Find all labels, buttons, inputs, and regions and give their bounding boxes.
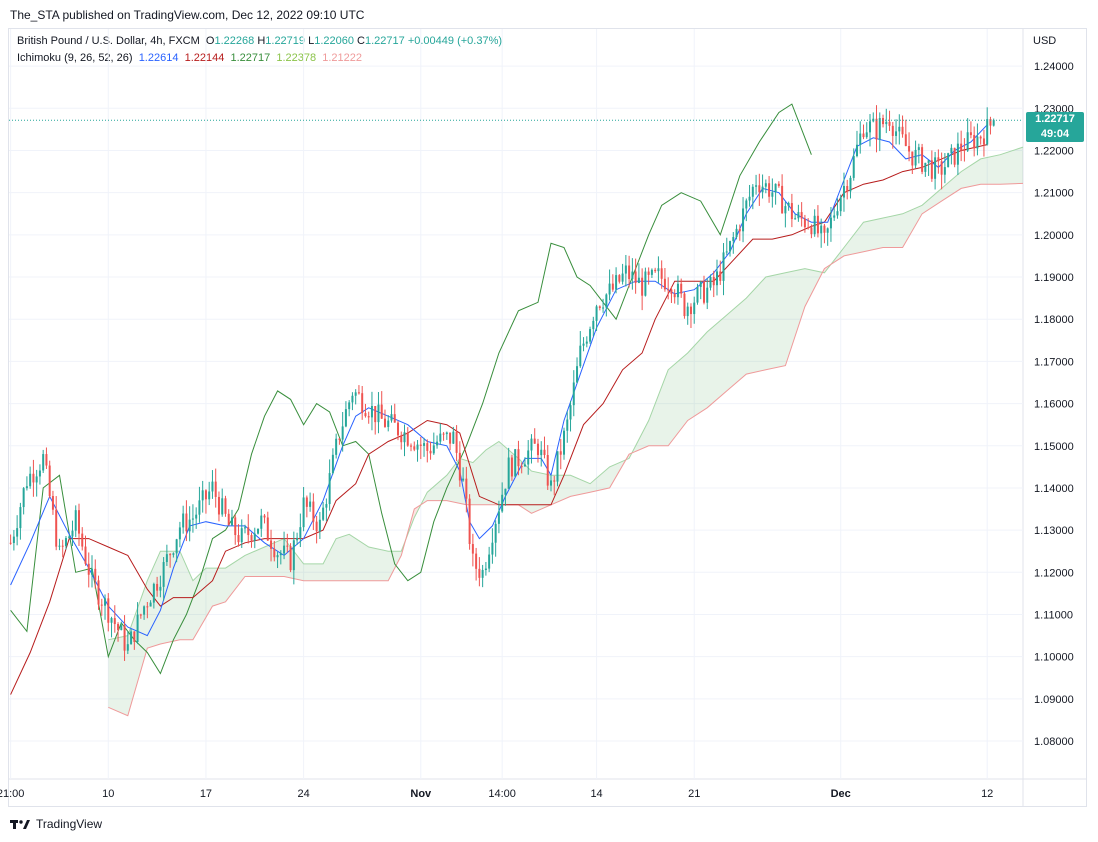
last-price-tag: 1.22717 49:04 xyxy=(1026,112,1084,143)
symbol-legend: British Pound / U.S. Dollar, 4h, FXCM O1… xyxy=(17,35,502,47)
indicator-name[interactable]: Ichimoku (9, 26, 52, 26) xyxy=(17,52,133,64)
high-label: H xyxy=(257,35,266,47)
low-value: 1.22060 xyxy=(314,35,354,47)
high-value: 1.22719 xyxy=(265,35,306,47)
open-value: 1.22268 xyxy=(214,35,255,47)
symbol-name[interactable]: British Pound / U.S. Dollar, 4h, FXCM xyxy=(17,35,200,47)
base-value: 1.22144 xyxy=(184,52,225,64)
last-price-value: 1.22717 xyxy=(1035,113,1075,126)
publisher-line: The_STA published on TradingView.com, De… xyxy=(10,8,365,22)
currency-label: USD xyxy=(1033,35,1057,47)
close-label: C xyxy=(357,35,365,47)
bar-countdown: 49:04 xyxy=(1040,128,1070,141)
lagging-value: 1.22717 xyxy=(230,52,271,64)
footer-brand: TradingView xyxy=(36,817,103,831)
lead1-value: 1.22378 xyxy=(276,52,317,64)
open-label: O xyxy=(205,35,215,47)
indicator-legend: Ichimoku (9, 26, 52, 26) 1.22614 1.22144… xyxy=(17,52,362,64)
lead2-value: 1.21222 xyxy=(322,52,363,64)
chart-frame[interactable] xyxy=(8,28,1087,807)
footer[interactable]: TradingView xyxy=(10,817,102,831)
change-value: +0.00449 (+0.37%) xyxy=(407,35,503,47)
low-label: L xyxy=(308,35,315,47)
close-value: 1.22717 xyxy=(365,35,405,47)
tradingview-logo-icon xyxy=(10,820,30,829)
conversion-value: 1.22614 xyxy=(138,52,179,64)
